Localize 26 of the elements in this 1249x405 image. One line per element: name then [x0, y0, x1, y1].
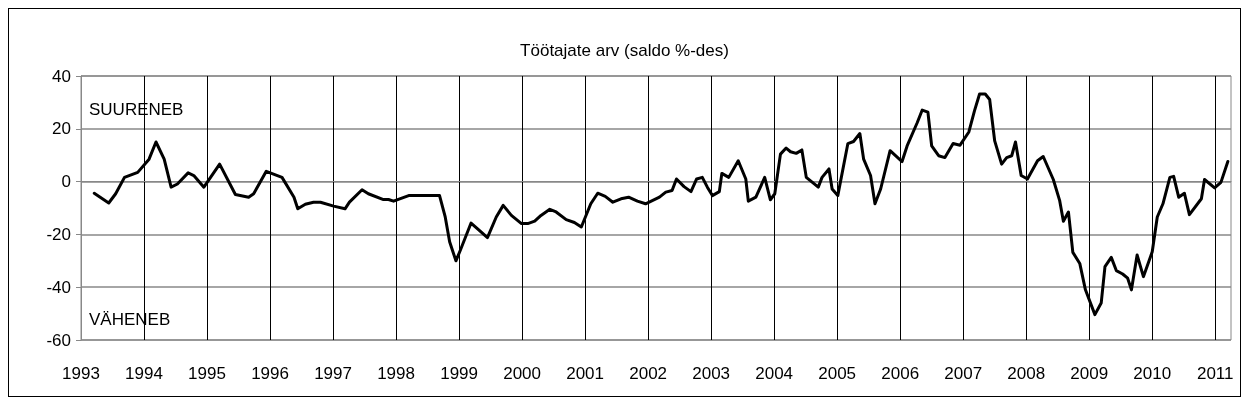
x-tick-label: 2000 [503, 364, 542, 383]
x-tick-label: 1998 [377, 364, 415, 383]
x-tick-label: 2007 [944, 364, 983, 383]
x-tick-label: 2001 [566, 364, 605, 383]
x-tick-label: 1994 [125, 364, 163, 383]
x-tick-label: 2008 [1007, 364, 1046, 383]
y-tick-label: 20 [52, 119, 71, 139]
x-tick-label: 2010 [1133, 364, 1172, 383]
x-tick-label: 2009 [1070, 364, 1109, 383]
y-tick-label: -40 [46, 277, 71, 297]
x-tick-label: 1996 [251, 364, 289, 383]
x-tick-label: 2005 [818, 364, 857, 383]
x-tick-label: 1997 [314, 364, 352, 383]
x-tick-label: 2002 [629, 364, 668, 383]
x-tick-label: 1995 [188, 364, 226, 383]
x-tick-label: 1999 [440, 364, 478, 383]
x-tick-label: 2006 [881, 364, 920, 383]
x-tick-label: 2011 [1196, 364, 1234, 383]
y-tick-label: -20 [46, 224, 71, 244]
y-tick-label: 0 [61, 172, 71, 192]
x-tick-label: 2003 [692, 364, 731, 383]
y-tick-label: -60 [46, 330, 71, 350]
x-tick-label: 2004 [755, 364, 794, 383]
y-tick-label: 40 [52, 66, 71, 86]
chart-title: Töötajate arv (saldo %-des) [520, 41, 729, 60]
x-tick-label: 1993 [62, 364, 100, 383]
